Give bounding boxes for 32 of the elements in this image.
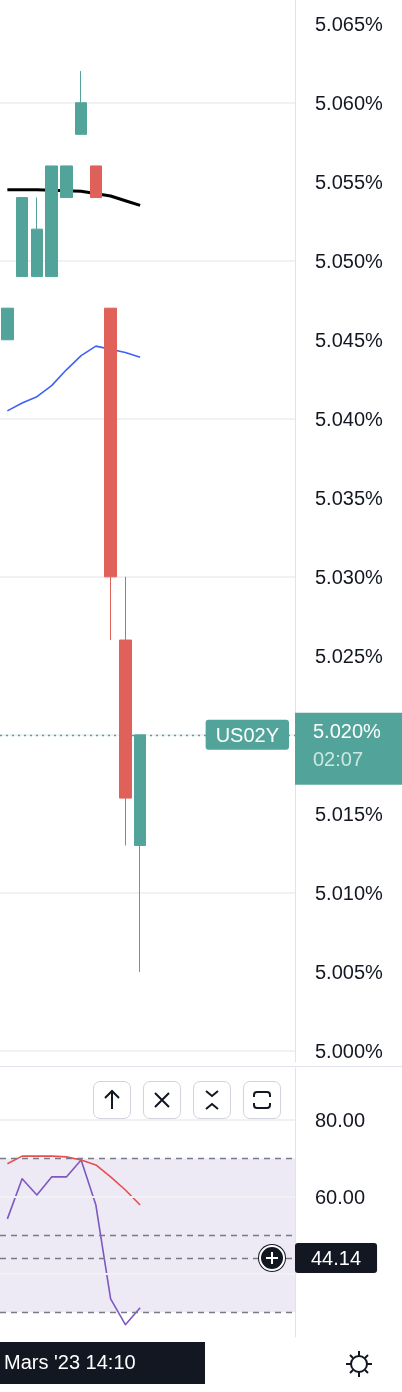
y-tick-label: 5.030%: [315, 565, 384, 588]
y-tick-label: 5.005%: [315, 960, 384, 983]
line-series: [6, 345, 141, 412]
y-tick-label: 5.050%: [315, 249, 384, 272]
line-series: [6, 1159, 141, 1326]
y-tick-label: 5.010%: [315, 881, 384, 904]
line-series: [6, 1155, 141, 1206]
text: 02:07: [313, 747, 364, 770]
candlestick: [16, 197, 28, 278]
candlestick: [31, 197, 43, 278]
candlestick: [104, 307, 117, 641]
y-tick-label: 5.065%: [315, 12, 384, 35]
text: Mars '23 14:10: [4, 1351, 136, 1373]
y-tick-label: 5.025%: [315, 644, 384, 667]
y-tick-label: 5.060%: [315, 91, 384, 114]
candlestick: [90, 165, 102, 199]
y-tick-label: 5.035%: [315, 486, 384, 509]
y-tick-label: 5.000%: [315, 1039, 384, 1062]
candlestick: [1, 307, 14, 341]
candlestick: [119, 576, 132, 846]
y-tick-label: 5.015%: [315, 802, 384, 825]
text: 5.020%: [313, 719, 382, 742]
y-tick-label: 80.00: [315, 1108, 366, 1131]
y-tick-label: 60.00: [315, 1185, 366, 1208]
y-tick-label: 5.045%: [315, 328, 384, 351]
candlestick: [45, 165, 58, 278]
candlestick: [60, 165, 73, 199]
ref-line-label: 44.14: [311, 1246, 362, 1269]
candlestick: [75, 70, 87, 135]
y-tick-label: 5.040%: [315, 407, 384, 430]
y-tick-label: 5.055%: [315, 170, 384, 193]
ref-line-label: US02Y: [215, 723, 279, 746]
